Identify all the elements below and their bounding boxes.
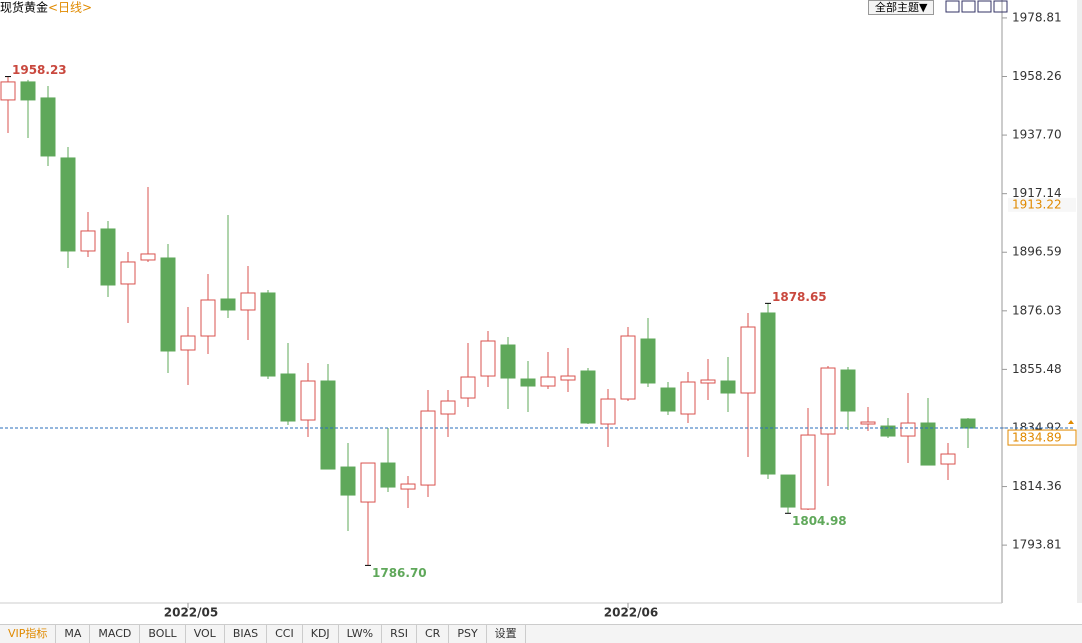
tool-icons[interactable]: [945, 0, 1008, 13]
y-tick-label: 1855.48: [1012, 362, 1062, 376]
candle-body: [160, 257, 176, 352]
y-tick-label: 1876.03: [1012, 303, 1062, 317]
candle-body: [860, 421, 876, 425]
toolbar-tab[interactable]: CCI: [267, 625, 303, 643]
candle-body: [820, 367, 836, 435]
high-label: 1958.23: [12, 63, 67, 77]
scrollbar: [1077, 0, 1082, 603]
candle-body: [380, 462, 396, 488]
y-tick-label: 1917.14: [1012, 186, 1062, 200]
candle-body: [400, 483, 416, 490]
low-label: 1804.98: [792, 514, 847, 528]
candle-body: [240, 292, 256, 311]
candle-body: [840, 369, 856, 412]
candle-body: [800, 434, 816, 510]
candle-body: [520, 378, 536, 387]
icon[interactable]: [945, 0, 960, 13]
candle-body: [720, 380, 736, 394]
toolbar-tab[interactable]: LW%: [339, 625, 383, 643]
candle-body: [700, 379, 716, 384]
x-tick-label: 2022/06: [604, 606, 658, 620]
icon[interactable]: [961, 0, 976, 13]
toolbar-tab[interactable]: 设置: [487, 625, 526, 643]
candle-body: [260, 292, 276, 377]
candle-body: [580, 370, 596, 424]
candle-body: [220, 298, 236, 311]
candle-body: [100, 228, 116, 286]
candle-body: [460, 376, 476, 399]
candle-body: [780, 474, 796, 508]
marker-price-label: 1913.22: [1012, 197, 1062, 211]
y-tick-label: 1978.81: [1012, 10, 1062, 24]
candle-body: [0, 81, 16, 101]
y-tick-label: 1958.26: [1012, 69, 1062, 83]
candle-body: [480, 340, 496, 377]
low-label: 1786.70: [372, 566, 427, 580]
y-tick-label: 1896.59: [1012, 245, 1062, 259]
candle-body: [900, 422, 916, 437]
candle-body: [200, 299, 216, 337]
candle-body: [60, 157, 76, 252]
marker-price-bg: [1008, 197, 1076, 212]
icon[interactable]: [977, 0, 992, 13]
candle-body: [620, 335, 636, 400]
candle-body: [20, 81, 36, 101]
y-tick-label: 1793.81: [1012, 538, 1062, 552]
candle-body: [340, 466, 356, 496]
toolbar-tab[interactable]: VOL: [186, 625, 225, 643]
toolbar-tab[interactable]: BOLL: [140, 625, 186, 643]
toolbar-tab[interactable]: MACD: [90, 625, 141, 643]
candle-body: [560, 375, 576, 381]
candle-body: [280, 373, 296, 422]
candle-body: [660, 387, 676, 412]
toolbar-tab[interactable]: CR: [417, 625, 450, 643]
toolbar-tab[interactable]: MA: [56, 625, 91, 643]
theme-button[interactable]: 全部主题▼: [868, 0, 935, 15]
candle-body: [300, 380, 316, 421]
candle-body: [320, 380, 336, 470]
toolbar: VIP指标 MA MACD BOLL VOL BIAS CCI KDJ LW% RSI CR PSY 设…: [0, 624, 1082, 643]
candle-body: [120, 261, 136, 285]
chart: 现货黄金 <日线> 1978.81 1958.26 1937.70 1917.14 18…: [0, 0, 1082, 620]
candle-body: [420, 410, 436, 486]
high-label: 1878.65: [772, 290, 827, 304]
y-tick-label: 1814.36: [1012, 479, 1062, 493]
candle-body: [540, 376, 556, 387]
candle-body: [360, 462, 376, 503]
candle-body: [880, 425, 896, 437]
candle-body: [140, 253, 156, 261]
icon[interactable]: [993, 0, 1008, 13]
candle-body: [940, 453, 956, 465]
candle-body: [80, 230, 96, 252]
y-tick-label: 1937.70: [1012, 128, 1062, 142]
candle-body: [960, 418, 976, 429]
candle-body: [680, 381, 696, 415]
candle-body: [760, 312, 776, 475]
candle-body: [740, 326, 756, 394]
candle-body: [440, 400, 456, 415]
toolbar-tab[interactable]: RSI: [382, 625, 417, 643]
chart-subtitle: <日线>: [48, 1, 92, 15]
last-price-box: [1007, 429, 1077, 446]
candle-body: [600, 398, 616, 425]
candle-body: [180, 335, 196, 351]
candle-body: [40, 97, 56, 157]
candle-body: [640, 338, 656, 384]
toolbar-tab[interactable]: BIAS: [225, 625, 268, 643]
toolbar-tab[interactable]: VIP指标: [0, 625, 57, 643]
toolbar-tab[interactable]: KDJ: [303, 625, 339, 643]
x-tick-label: 2022/05: [164, 606, 218, 620]
chart-title: 现货黄金: [0, 0, 48, 15]
last-price-label: 1834.89: [1012, 431, 1062, 445]
toolbar-tab[interactable]: PSY: [449, 625, 487, 643]
candle-body: [500, 344, 516, 379]
candle-body: [920, 422, 936, 466]
last-price-arrow: [1068, 420, 1074, 425]
